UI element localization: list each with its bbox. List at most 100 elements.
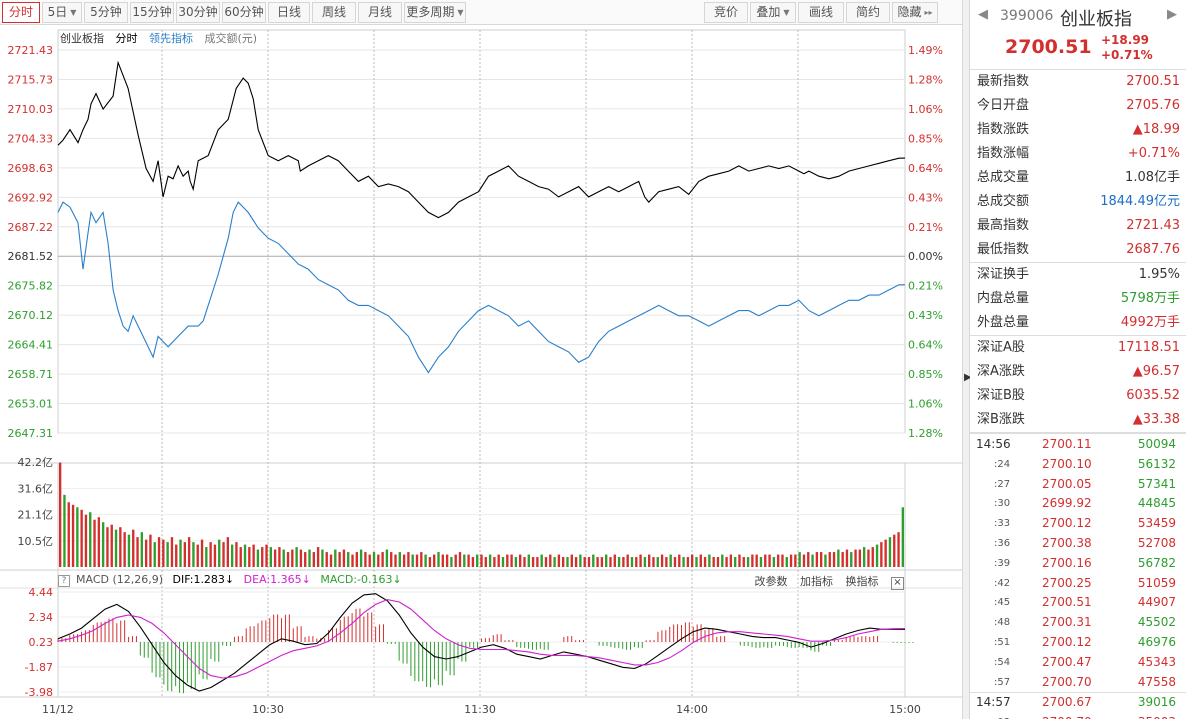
tool-button-2[interactable]: 画线 [798, 2, 844, 23]
tick-row: :42 2700.25 51059 [970, 574, 1186, 594]
period-button-6[interactable]: 日线 [268, 2, 310, 23]
tick-row: :45 2700.51 44907 [970, 593, 1186, 613]
tick-volume: 44907 [1137, 595, 1176, 610]
chart-area[interactable]: 2721.43 1.49% 2715.73 1.28% 2710.03 1.06% 2704… [0, 25, 962, 719]
period-button-4[interactable]: 30分钟 [176, 2, 220, 23]
period-button-label: 60分钟 [224, 5, 264, 19]
price-tick-label: 2658.71 [8, 368, 54, 381]
tick-time: :33 [994, 518, 1011, 530]
period-button-label: 5日 [47, 5, 68, 19]
pct-tick-label: 0.21% [908, 280, 943, 293]
tick-list[interactable]: 14:56 2700.11 50094:24 2700.10 56132:27 2700.… [970, 433, 1186, 692]
expand-arrows-icon: ▸▸ [924, 8, 933, 17]
tick-price: 2700.70 [1042, 713, 1092, 719]
chart-svg: 2721.43 1.49% 2715.73 1.28% 2710.03 1.06% 2704… [0, 29, 962, 716]
stat-label: 指数涨跌 [977, 122, 1030, 137]
time-axis-label: 14:00 [676, 703, 708, 716]
stat-value: 5798万手 [1120, 291, 1180, 306]
stat-label: 最低指数 [977, 242, 1030, 257]
quote-header: ◀ 399006 创业板指 ▶ 2700.51 +18.99 +0.71% [970, 0, 1186, 70]
period-button-3[interactable]: 15分钟 [130, 2, 174, 23]
panel-splitter[interactable]: ▶ [962, 0, 972, 719]
pct-tick-label: 1.49% [908, 44, 943, 57]
pct-tick-label: 0.85% [908, 132, 943, 145]
prev-stock-icon[interactable]: ◀ [978, 7, 988, 22]
period-button-0[interactable]: 分时 [2, 2, 40, 23]
stat-value: 6035.52 [1126, 388, 1180, 403]
period-button-9[interactable]: 更多周期 ▼ [404, 2, 466, 23]
tool-button-1[interactable]: 叠加 ▼ [750, 2, 796, 23]
period-button-label: 日线 [276, 5, 301, 19]
volume-tick-label: 21.1亿 [18, 509, 54, 522]
tool-button-0[interactable]: 竞价 [704, 2, 748, 23]
add-indicator-button[interactable]: 加指标 [800, 575, 833, 588]
price-tick-label: 2675.82 [8, 280, 54, 293]
stat-value: 2721.43 [1126, 218, 1180, 233]
tick-row: :24 2700.10 56132 [970, 455, 1186, 475]
tick-time: :03 [994, 713, 1010, 719]
stat-label: 深证A股 [977, 340, 1025, 355]
time-axis-label: 11:30 [464, 703, 496, 716]
stat-label: 深证B股 [977, 388, 1025, 403]
price-tick-label: 2710.03 [8, 103, 54, 116]
stat-row: 最新指数 2700.51 [970, 70, 1186, 94]
collapse-arrow-icon[interactable]: ▶ [964, 372, 972, 383]
edit-params-button[interactable]: 改参数 [754, 575, 788, 588]
stat-row: 深证换手 1.95% [970, 263, 1186, 287]
legend-mode: 分时 [115, 32, 138, 45]
quote-stats: 最新指数 2700.51 今日开盘 2705.76 指数涨跌 ▲18.99 指数涨幅 +0.7… [970, 70, 1186, 433]
tool-button-3[interactable]: 简约 [846, 2, 890, 23]
tick-row: :36 2700.38 52708 [970, 534, 1186, 554]
period-button-label: 周线 [321, 5, 346, 19]
tick-time: :42 [994, 577, 1011, 589]
price-pane-frame [57, 29, 906, 434]
stat-row: 最低指数 2687.76 [970, 238, 1186, 262]
stat-value: 1.95% [1138, 267, 1180, 282]
chevron-down-icon: ▼ [70, 8, 77, 17]
tick-row: 14:56 2700.11 50094 [970, 435, 1186, 455]
pct-tick-label: 1.28% [908, 427, 943, 440]
stat-value: ▲96.57 [1132, 364, 1180, 379]
stat-label: 内盘总量 [977, 291, 1030, 306]
tick-price: 2700.67 [1042, 695, 1092, 710]
tick-price: 2700.31 [1042, 615, 1092, 630]
stat-row: 总成交额 1844.49亿元 [970, 190, 1186, 214]
stat-row: 外盘总量 4992万手 [970, 311, 1186, 335]
period-button-1[interactable]: 5日 ▼ [42, 2, 82, 23]
time-axis-label: 10:30 [252, 703, 284, 716]
price-tick-label: 2647.31 [8, 427, 54, 440]
tick-volume: 46976 [1137, 634, 1176, 649]
pct-tick-label: 0.85% [908, 368, 943, 381]
period-button-7[interactable]: 周线 [312, 2, 356, 23]
swap-indicator-button[interactable]: 换指标 [845, 575, 879, 588]
legend-volume: 成交额(元) [204, 32, 258, 45]
chevron-down-icon: ▼ [783, 8, 790, 17]
tick-time: :45 [994, 597, 1011, 609]
stat-value: +0.71% [1127, 146, 1180, 161]
macd-help-icon[interactable]: ? [58, 575, 70, 587]
macd-legend: ? MACD (12,26,9) DIF:1.283↓ DEA:1.365↓ MA… [58, 573, 408, 587]
period-button-5[interactable]: 60分钟 [222, 2, 266, 23]
stat-label: 今日开盘 [977, 98, 1030, 113]
period-button-8[interactable]: 月线 [358, 2, 402, 23]
chart-legend: 创业板指 分时 领先指标 成交额(元) [60, 30, 265, 46]
tick-row: :30 2699.92 44845 [970, 494, 1186, 514]
tool-button-4[interactable]: 隐藏 ▸▸ [892, 2, 938, 23]
volume-tick-label: 42.2亿 [18, 456, 54, 469]
stat-row: 总成交量 1.08亿手 [970, 166, 1186, 190]
stat-row: 深证A股 17118.51 [970, 336, 1186, 360]
stock-name: 创业板指 [1060, 9, 1132, 30]
tick-price: 2700.47 [1042, 654, 1092, 669]
dea-line [57, 599, 906, 679]
period-button-2[interactable]: 5分钟 [84, 2, 128, 23]
tick-list-2[interactable]: 14:57 2700.67 39016:03 2700.70 35003 [970, 692, 1186, 719]
pct-tick-label: 1.06% [908, 398, 943, 411]
tick-volume: 35003 [1138, 713, 1176, 719]
next-stock-icon[interactable]: ▶ [1167, 7, 1177, 22]
close-icon[interactable]: × [891, 577, 904, 590]
tick-volume: 39016 [1137, 695, 1176, 710]
legend-lead[interactable]: 领先指标 [149, 32, 193, 45]
tick-price: 2700.25 [1042, 575, 1092, 590]
tick-volume: 56132 [1137, 456, 1176, 471]
